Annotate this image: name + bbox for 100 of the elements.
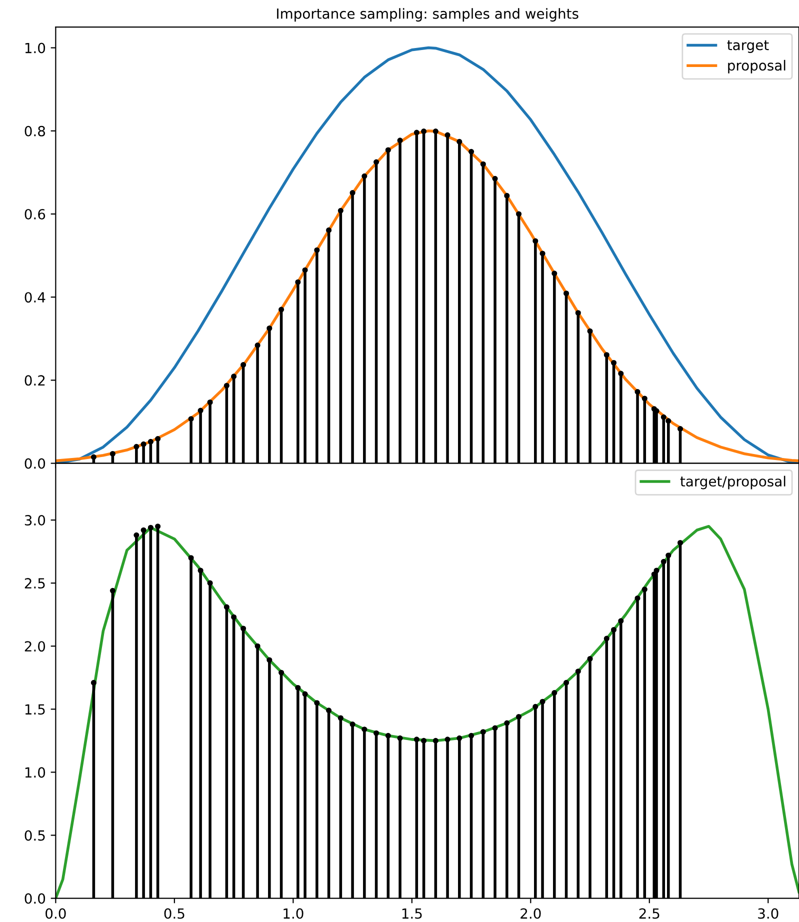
x-tick-label: 0.0 <box>46 908 66 919</box>
point <box>421 128 427 134</box>
x-tick-label: 2.5 <box>639 908 660 919</box>
point <box>504 720 510 726</box>
y-tick-label: 0.8 <box>24 126 46 136</box>
y-tick-label: 0.2 <box>24 375 45 386</box>
point <box>240 362 246 368</box>
point <box>552 690 558 696</box>
point <box>231 614 237 620</box>
legend-label: target/proposal <box>680 476 786 490</box>
x-tick-label: 1.5 <box>402 908 422 919</box>
point <box>642 586 648 592</box>
point <box>362 726 368 732</box>
point <box>302 267 308 273</box>
y-tick-label: 1.5 <box>25 704 45 715</box>
legend-label: target <box>727 40 769 53</box>
point <box>338 208 344 214</box>
y-tick-label: 3.0 <box>24 515 46 526</box>
point <box>207 580 213 586</box>
point <box>326 708 332 714</box>
point <box>188 555 194 561</box>
chart-title: Importance sampling: samples and weights <box>277 8 578 22</box>
point <box>480 161 486 167</box>
point <box>266 325 272 332</box>
point <box>666 418 672 424</box>
x-tick-label: 3.0 <box>758 908 778 919</box>
point <box>397 138 403 144</box>
point <box>338 715 344 721</box>
point <box>198 408 204 414</box>
point <box>677 426 684 432</box>
point <box>634 595 640 601</box>
point <box>374 159 380 165</box>
legend-label: proposal <box>728 60 786 74</box>
point <box>587 656 593 662</box>
point <box>532 238 538 244</box>
point <box>456 138 462 144</box>
point <box>456 735 462 741</box>
x-tick-label: 0.5 <box>164 908 184 919</box>
point <box>587 328 593 334</box>
point <box>660 414 666 420</box>
y-tick-label: 2.5 <box>24 578 45 589</box>
point <box>575 310 581 316</box>
point <box>90 454 96 460</box>
point <box>432 128 438 134</box>
x-tick-label: 2.0 <box>520 908 541 919</box>
point <box>575 668 581 674</box>
y-tick-label: 0.5 <box>24 830 45 841</box>
point <box>207 399 213 406</box>
point <box>278 670 284 676</box>
y-tick-label: 0.0 <box>24 458 46 469</box>
y-tick-label: 1.0 <box>25 42 46 54</box>
point <box>350 190 356 196</box>
point <box>90 680 96 686</box>
point <box>374 730 380 736</box>
point <box>604 636 610 642</box>
point <box>198 568 204 574</box>
point <box>618 370 624 376</box>
point <box>326 227 332 233</box>
point <box>660 558 666 564</box>
point <box>492 725 498 731</box>
point <box>278 306 284 312</box>
y-tick-label: 1.0 <box>25 767 46 778</box>
point <box>480 729 486 735</box>
point <box>444 736 450 742</box>
point <box>148 438 154 444</box>
point <box>254 342 260 348</box>
point <box>677 540 684 546</box>
point <box>140 527 146 533</box>
point <box>504 192 510 198</box>
point <box>666 552 672 558</box>
point <box>516 211 522 217</box>
point <box>110 450 116 457</box>
point <box>552 270 558 276</box>
point <box>188 416 194 422</box>
point <box>532 704 538 710</box>
point <box>610 360 617 366</box>
point <box>604 352 610 358</box>
point <box>642 396 648 402</box>
point <box>110 588 116 594</box>
point <box>414 736 420 742</box>
point <box>224 382 230 388</box>
point <box>385 147 391 153</box>
point <box>240 626 246 632</box>
point <box>350 722 356 728</box>
point <box>362 173 368 179</box>
point <box>492 176 498 182</box>
point <box>654 568 660 574</box>
point <box>266 657 272 663</box>
point <box>231 374 237 380</box>
point <box>397 735 403 741</box>
y-tick-label: 0.6 <box>24 208 46 220</box>
x-tick-label: 1.0 <box>284 908 304 919</box>
point <box>148 524 154 530</box>
point <box>155 524 161 530</box>
point <box>563 290 570 296</box>
point <box>140 441 146 447</box>
point <box>295 684 301 691</box>
point <box>421 738 427 744</box>
point <box>610 626 617 633</box>
point <box>432 738 438 744</box>
